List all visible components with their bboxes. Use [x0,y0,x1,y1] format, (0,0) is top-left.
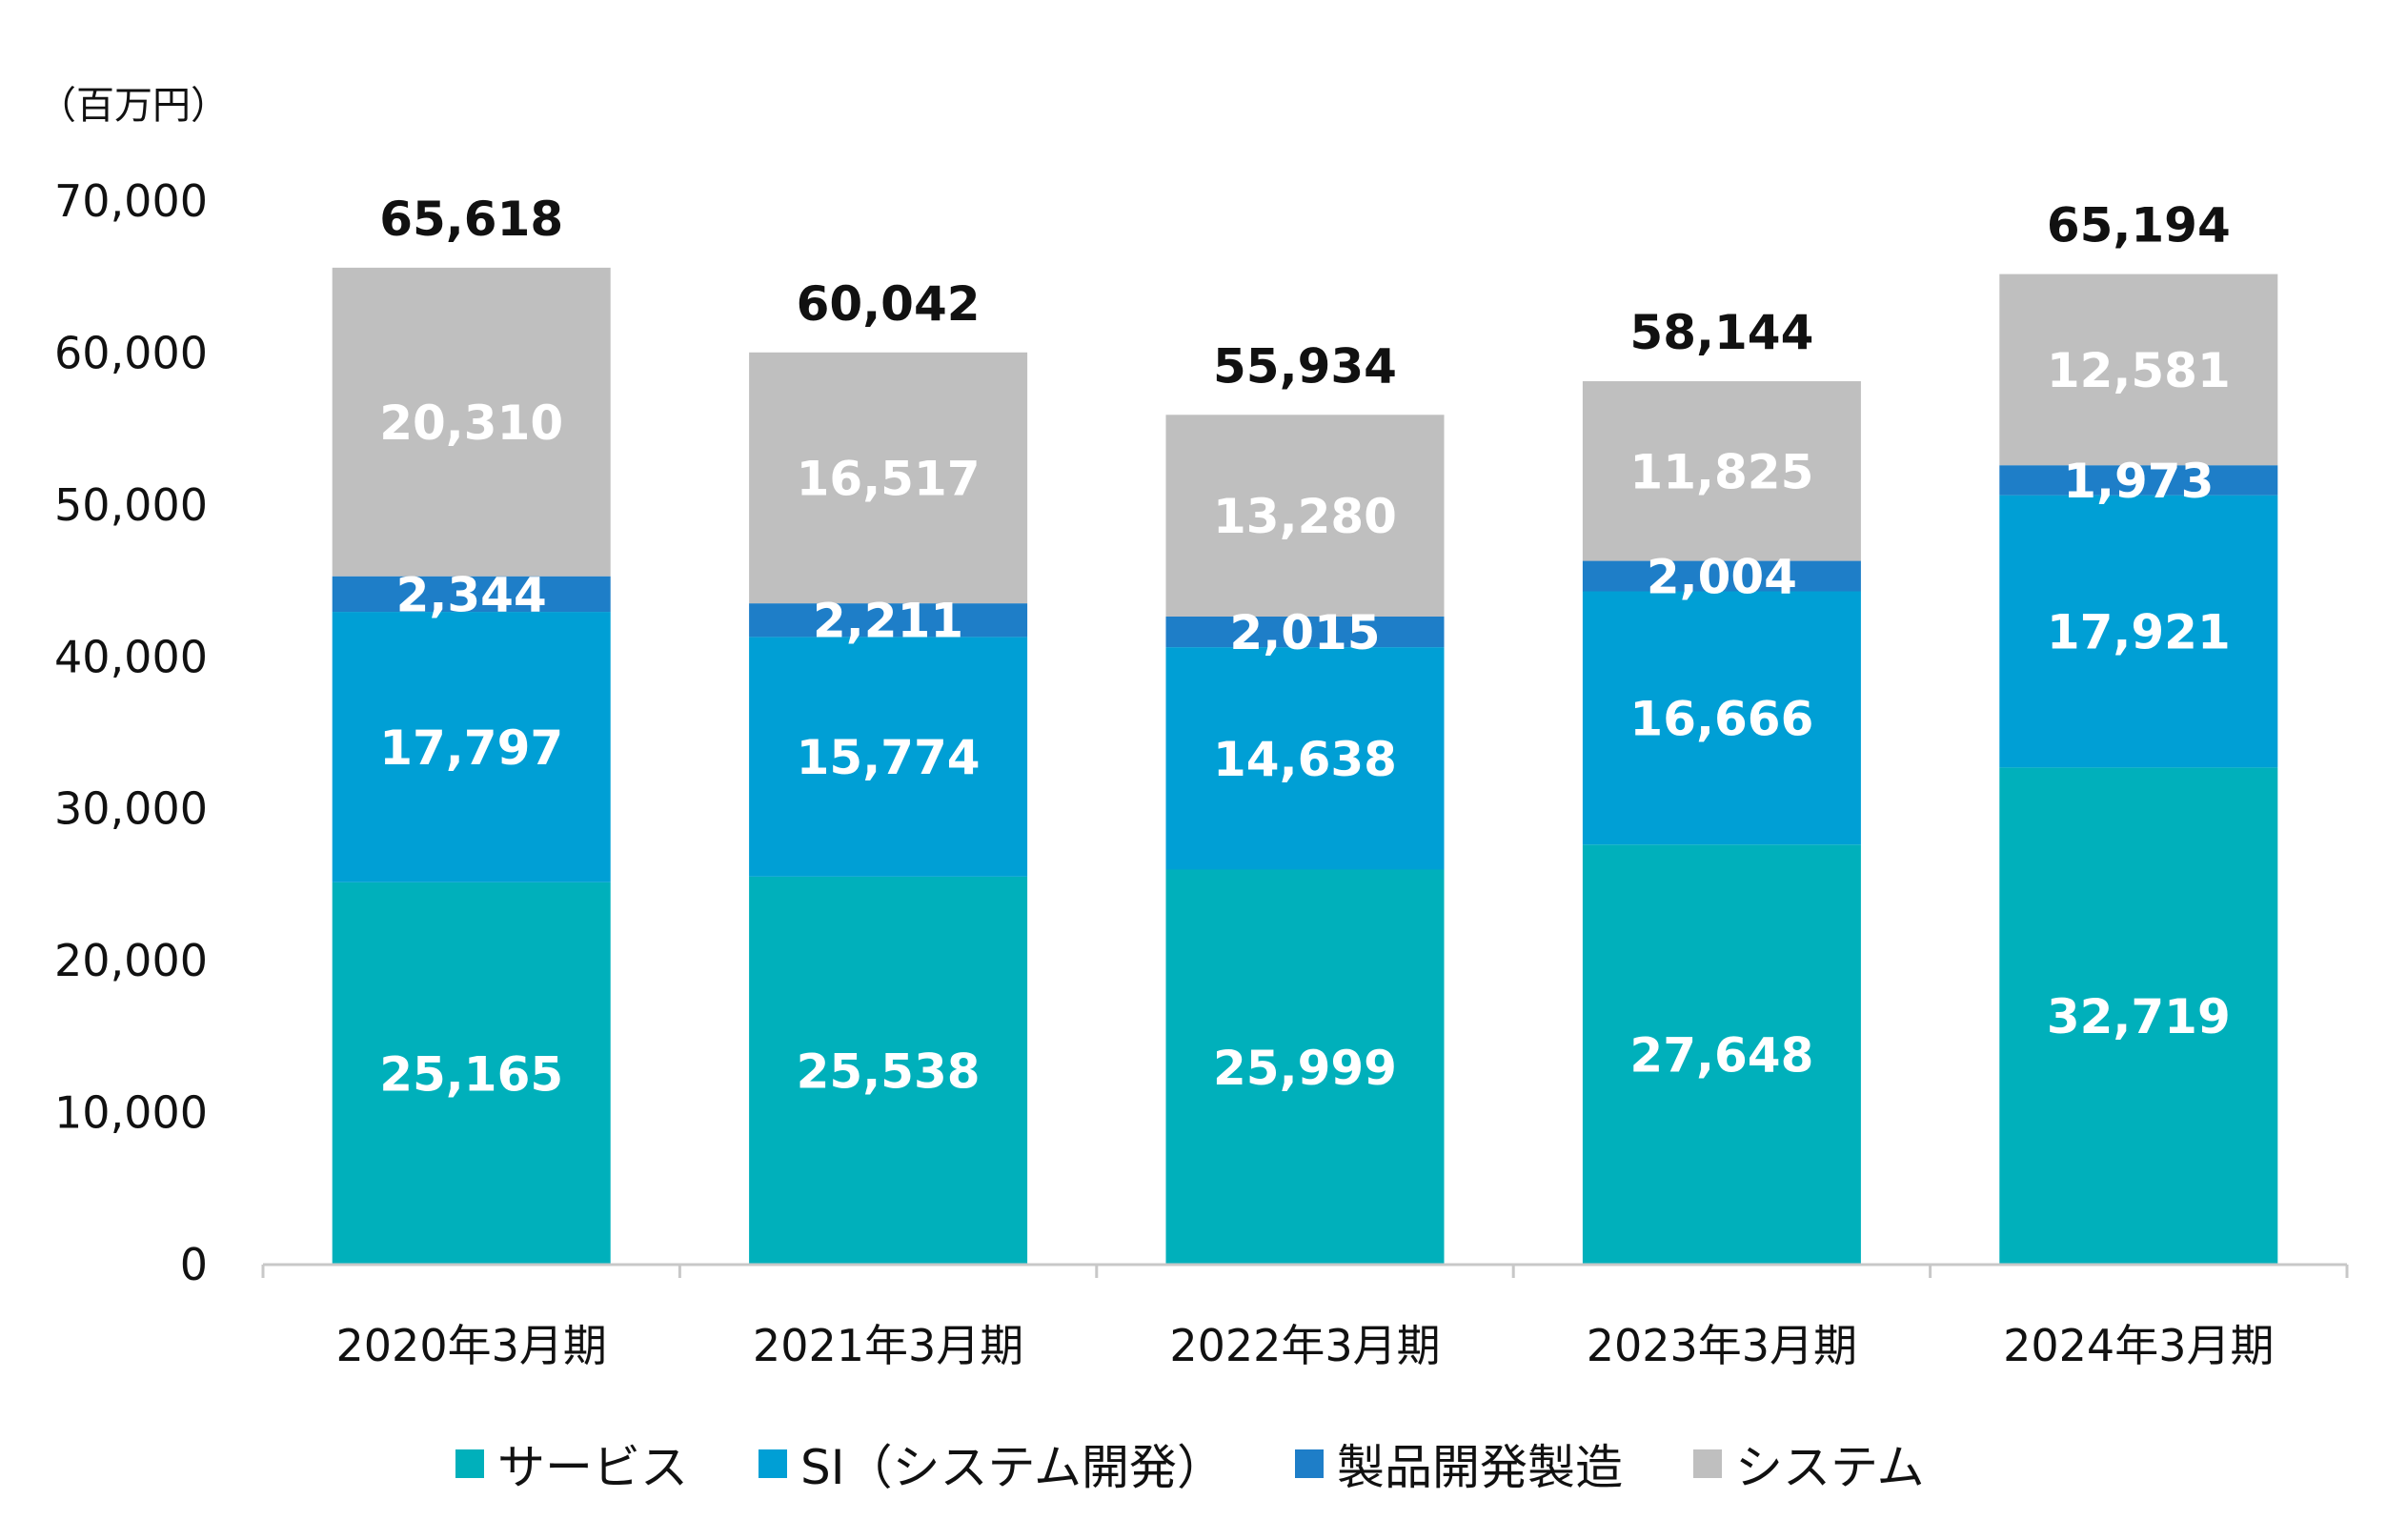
segment-value-label: 13,280 [1213,489,1397,544]
legend-item-service: サービス [455,1429,688,1498]
legend-swatch-product [1294,1449,1324,1478]
legend-label-si: SI（システム開発） [800,1440,1224,1495]
y-tick-label: 30,000 [54,783,208,835]
bar-segment-si [1165,647,1445,870]
y-tick-label: 20,000 [54,935,208,986]
legend-item-product: 製品開発製造 [1294,1429,1623,1498]
bars-layer [332,267,2278,1265]
legend-swatch-system [1692,1449,1722,1478]
x-category-label: 2022年3月期 [1169,1320,1440,1371]
segment-value-label: 25,165 [379,1046,563,1102]
legend-label-system: システム [1734,1440,1925,1495]
bar-segment-service [1165,869,1445,1265]
bar-segment-product [749,603,1028,638]
legend-swatch-service [455,1449,484,1478]
legend-item-si: SI（システム開発） [759,1429,1224,1498]
segment-value-label: 17,921 [2047,605,2231,660]
bar-segment-product [1582,560,1861,592]
segment-value-label: 20,310 [379,395,563,451]
segment-value-label: 2,015 [1229,605,1380,660]
y-tick-label: 10,000 [54,1087,208,1139]
segment-value-label: 16,666 [1629,691,1813,746]
segment-value-label: 27,648 [1629,1028,1813,1084]
total-value-label: 58,144 [1629,305,1813,360]
segment-value-label: 17,797 [379,720,563,776]
bar-segment-system [1165,415,1445,618]
legend-label-product: 製品開発製造 [1336,1440,1623,1495]
segment-value-label: 2,344 [396,567,547,622]
bar-segment-service [1582,844,1861,1265]
bar-segment-product [1999,465,2278,496]
bar-segment-si [1999,495,2278,768]
segment-value-label: 12,581 [2047,343,2231,398]
y-tick-label: 40,000 [54,631,208,682]
total-value-label: 55,934 [1213,338,1397,394]
segment-value-label: 1,973 [2063,454,2214,509]
bar-segment-si [332,612,611,882]
x-category-label: 2021年3月期 [753,1320,1023,1371]
legend-item-system: システム [1692,1429,1925,1498]
unit-label: （百万円） [38,84,229,128]
total-value-label: 60,042 [797,276,981,332]
segment-value-label: 32,719 [2047,989,2231,1044]
y-tick-label: 70,000 [54,175,208,227]
segment-value-label: 25,999 [1213,1041,1397,1096]
bar-segment-service [749,876,1028,1265]
bar-segment-product [332,576,611,613]
x-category-label: 2024年3月期 [2003,1320,2274,1371]
x-category-label: 2020年3月期 [336,1320,607,1371]
y-tick-label: 60,000 [54,327,208,378]
x-category-label: 2023年3月期 [1587,1320,1857,1371]
segment-value-label: 2,004 [1647,550,1797,605]
segment-value-label: 11,825 [1629,444,1813,499]
legend-label-service: サービス [497,1440,688,1495]
bar-segment-si [749,637,1028,877]
axes-layer: 0 10,000 20,000 30,000 40,000 50,000 60,000 70,… [54,175,2349,1371]
total-value-label: 65,194 [2047,198,2231,253]
segment-value-label: 25,538 [797,1044,981,1099]
legend-swatch-si [759,1449,787,1478]
total-value-label: 65,618 [379,192,563,247]
bar-segment-service [332,881,611,1265]
segment-value-label: 14,638 [1213,732,1397,787]
bar-segment-system [749,352,1028,604]
y-tick-label: 50,000 [54,479,208,531]
segment-value-label: 16,517 [797,451,981,506]
labels-layer: 25,165 17,797 2,344 20,310 65,618 25,538 15,77… [379,192,2231,1103]
bar-segment-service [1999,767,2278,1265]
bar-segment-system [332,267,611,577]
y-tick-label: 0 [180,1239,208,1290]
bar-segment-system [1582,381,1861,561]
segment-value-label: 15,774 [797,730,981,785]
bar-segment-si [1582,591,1861,845]
bar-segment-system [1999,274,2278,466]
bar-segment-product [1165,617,1445,648]
legend: サービス SI（システム開発） 製品開発製造 システム [455,1435,1924,1495]
segment-value-label: 2,211 [813,594,963,649]
